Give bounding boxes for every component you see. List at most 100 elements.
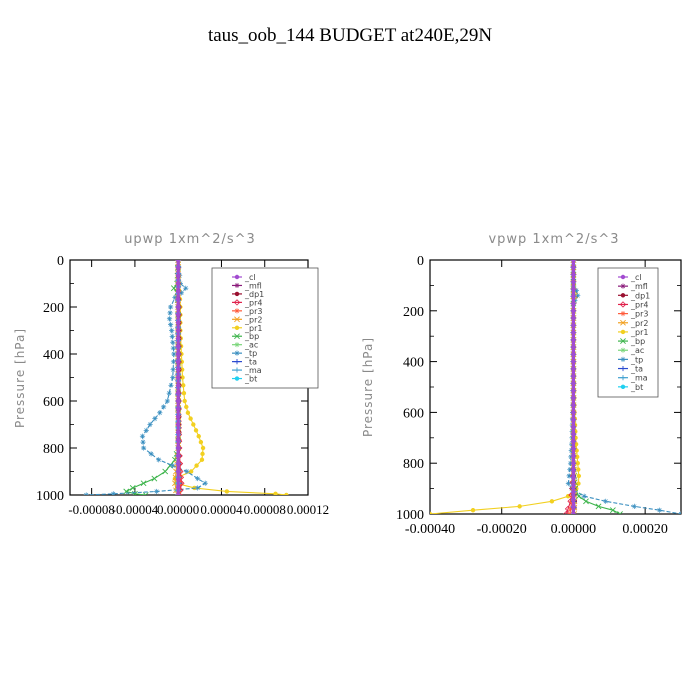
data-point — [568, 454, 574, 460]
data-point — [170, 359, 177, 365]
data-point — [571, 272, 576, 277]
data-point — [170, 367, 176, 373]
data-point — [175, 359, 181, 365]
data-point — [571, 482, 576, 488]
data-point — [195, 485, 201, 491]
data-point — [169, 333, 175, 339]
legend-marker — [234, 282, 240, 289]
legend: _cl_mfl_dp1_pr4_pr3_pr2_pr1_bp_ac_tp_ta_… — [211, 267, 319, 389]
x-tick-label: 0.00020 — [622, 522, 668, 537]
legend-label: _ma — [630, 374, 648, 383]
y-tick-label: 1000 — [36, 489, 64, 504]
data-point — [194, 463, 199, 468]
data-point — [175, 453, 181, 459]
data-point — [430, 511, 433, 514]
chart-panel-upwp: upwp 1xm^2/s^3 Pressure [hPa] 0 200 400 600 80… — [13, 232, 329, 517]
y-tick-label: 1000 — [396, 508, 424, 523]
x-tick-label: 0.00004 — [200, 502, 243, 517]
legend-label: _tp — [244, 349, 257, 358]
legend-marker — [620, 319, 626, 326]
data-point — [571, 511, 576, 514]
data-point — [571, 504, 576, 509]
legend-marker — [233, 299, 241, 306]
data-point — [571, 323, 576, 328]
figure-title: taus_oob_144 BUDGET at240E,29N — [208, 25, 492, 46]
data-point — [571, 337, 576, 343]
data-point — [563, 510, 570, 514]
legend-label: _bt — [244, 375, 257, 384]
data-point — [184, 404, 189, 410]
legend-label: _dp1 — [244, 290, 264, 299]
series-line-pr1 — [430, 260, 580, 514]
x-tick-label: -0.00040 — [405, 522, 455, 537]
y-axis-label: Pressure [hPa] — [361, 337, 375, 437]
y-tick-label: 200 — [403, 305, 424, 320]
data-point — [576, 473, 582, 479]
y-tick-label: 0 — [57, 254, 64, 269]
data-point — [183, 285, 189, 291]
data-point — [170, 339, 176, 345]
data-point — [571, 301, 576, 306]
legend-marker — [620, 365, 626, 372]
data-point — [169, 327, 175, 334]
data-point — [181, 383, 186, 388]
data-point — [631, 503, 637, 509]
data-point — [576, 467, 581, 472]
data-point — [200, 451, 205, 457]
legend-label: _bp — [630, 337, 645, 346]
data-point — [656, 507, 663, 513]
data-point — [195, 475, 201, 482]
data-point — [142, 492, 149, 495]
legend-label: _pr4 — [630, 300, 648, 309]
data-point — [147, 421, 153, 428]
data-point — [571, 388, 576, 393]
data-point — [571, 366, 576, 372]
data-point — [595, 503, 602, 510]
series-line-tp — [86, 260, 207, 495]
data-point — [191, 422, 196, 427]
data-point — [175, 296, 181, 302]
y-tick-label: 400 — [43, 348, 64, 363]
legend-label: _pr1 — [630, 328, 648, 337]
legend-marker — [620, 384, 626, 390]
data-point — [175, 383, 181, 388]
legend-marker — [620, 329, 626, 335]
legend-marker — [620, 293, 626, 298]
data-point — [571, 439, 576, 444]
legend-label: _pr2 — [630, 319, 648, 328]
data-point — [184, 468, 190, 475]
y-tick-label: 800 — [43, 442, 64, 457]
data-point — [571, 344, 576, 350]
data-point — [202, 480, 208, 486]
data-point — [164, 398, 170, 404]
legend-label: _bt — [630, 383, 643, 392]
data-point — [175, 390, 181, 396]
legend-label: _dp1 — [630, 291, 650, 300]
data-point — [224, 489, 230, 494]
x-tick-label: -0.00004 — [112, 502, 159, 517]
data-point — [571, 330, 576, 335]
data-point — [168, 322, 174, 328]
data-point — [567, 506, 574, 512]
data-point — [156, 457, 162, 463]
x-tick-label: 0.00000 — [551, 522, 597, 537]
data-point — [198, 439, 204, 445]
data-point — [182, 398, 187, 404]
data-point — [175, 445, 181, 451]
data-point — [603, 498, 609, 504]
legend-marker — [234, 291, 240, 297]
data-point — [181, 390, 187, 396]
legend-label: _ta — [630, 365, 643, 374]
legend-marker — [234, 359, 240, 365]
legend-label: _ta — [244, 358, 257, 367]
x-tick-label: -0.00008 — [68, 502, 115, 517]
legend-label: _pr4 — [244, 298, 262, 307]
data-point — [175, 320, 181, 325]
data-point — [131, 490, 138, 495]
data-point — [571, 279, 576, 284]
data-point — [175, 422, 181, 427]
legend-label: _mfl — [244, 281, 262, 290]
legend-label: _bp — [244, 332, 259, 341]
data-point — [168, 382, 174, 388]
legend-label: _cl — [630, 273, 642, 282]
